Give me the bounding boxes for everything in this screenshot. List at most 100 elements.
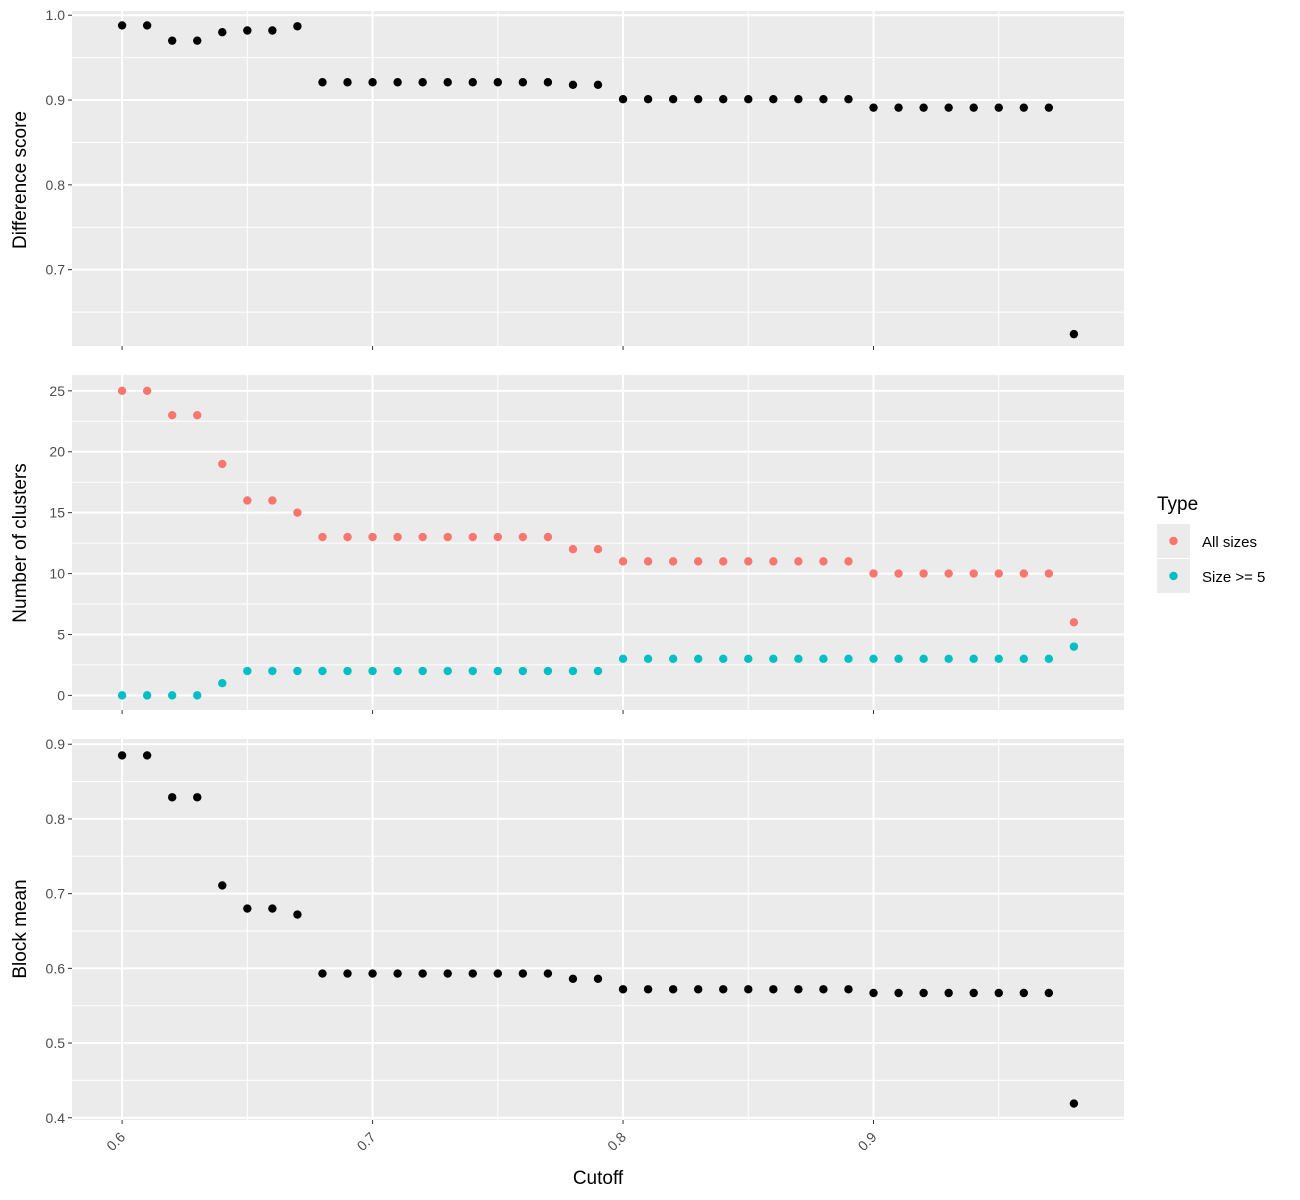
data-point bbox=[243, 666, 252, 676]
data-point bbox=[167, 411, 177, 420]
data-point bbox=[167, 36, 177, 45]
data-point bbox=[693, 95, 703, 104]
data-point bbox=[518, 78, 528, 87]
data-point bbox=[318, 78, 327, 87]
data-point bbox=[719, 95, 728, 104]
data-point bbox=[593, 545, 603, 554]
data-point bbox=[193, 36, 202, 45]
data-point bbox=[268, 496, 277, 505]
data-point bbox=[368, 532, 377, 542]
data-point bbox=[769, 654, 778, 664]
data-point bbox=[1019, 569, 1029, 578]
data-point bbox=[819, 557, 828, 566]
data-point bbox=[343, 969, 352, 978]
data-point bbox=[994, 569, 1003, 578]
data-point bbox=[869, 654, 878, 664]
data-point bbox=[343, 666, 352, 676]
data-point bbox=[393, 78, 402, 87]
data-point bbox=[794, 985, 803, 994]
data-point bbox=[243, 904, 252, 913]
data-point bbox=[293, 22, 302, 31]
data-point bbox=[318, 532, 327, 542]
data-point bbox=[1044, 654, 1054, 664]
legend-key-size-ge-5 bbox=[1169, 571, 1178, 581]
data-point bbox=[218, 679, 227, 688]
data-point bbox=[593, 974, 603, 984]
data-point bbox=[844, 654, 853, 664]
data-point bbox=[543, 969, 553, 978]
data-point bbox=[268, 904, 277, 913]
data-point bbox=[343, 78, 352, 87]
data-point bbox=[643, 654, 653, 664]
y-axis-title: Difference score bbox=[10, 111, 31, 249]
data-point bbox=[643, 557, 653, 566]
data-point bbox=[493, 969, 503, 978]
data-point bbox=[568, 80, 578, 89]
data-point bbox=[769, 95, 778, 104]
data-point bbox=[944, 988, 953, 998]
data-point bbox=[1069, 618, 1079, 627]
legend-label-size-ge-5: Size >= 5 bbox=[1202, 569, 1265, 586]
data-point bbox=[994, 103, 1003, 112]
data-point bbox=[318, 666, 327, 676]
data-point bbox=[418, 78, 427, 87]
x-tick-label: 0.9 bbox=[855, 1129, 880, 1154]
panel-background bbox=[72, 375, 1124, 710]
data-point bbox=[894, 103, 903, 112]
data-point bbox=[117, 751, 127, 760]
data-point bbox=[468, 969, 477, 978]
series-size-5 bbox=[117, 642, 1079, 700]
data-point bbox=[443, 532, 452, 542]
panel-2: 0 5 10 15 20 25 Number of clusters bbox=[10, 375, 1124, 714]
series-points-1 bbox=[117, 21, 1079, 339]
data-point bbox=[568, 545, 578, 554]
data-point bbox=[919, 103, 928, 112]
y-tick-label: 0 bbox=[57, 687, 65, 703]
data-point bbox=[994, 988, 1003, 998]
data-point bbox=[142, 21, 152, 30]
data-point bbox=[769, 557, 778, 566]
data-point bbox=[443, 969, 452, 978]
data-point bbox=[218, 459, 227, 469]
data-point bbox=[618, 654, 628, 664]
data-point bbox=[769, 985, 778, 994]
data-point bbox=[969, 103, 978, 112]
data-point bbox=[142, 751, 152, 760]
data-point bbox=[719, 654, 728, 664]
data-point bbox=[969, 569, 978, 578]
y-tick-label: 10 bbox=[49, 566, 65, 582]
data-point bbox=[744, 557, 753, 566]
data-point bbox=[568, 974, 578, 984]
data-point bbox=[318, 969, 327, 978]
data-point bbox=[919, 654, 928, 664]
legend-title: Type bbox=[1157, 494, 1198, 515]
data-point bbox=[869, 569, 878, 578]
data-point bbox=[293, 508, 302, 517]
data-point bbox=[819, 985, 828, 994]
y-axis-title: Block mean bbox=[10, 879, 31, 978]
data-point bbox=[1069, 1099, 1079, 1108]
series-all-sizes bbox=[117, 386, 1079, 627]
data-point bbox=[1044, 988, 1054, 998]
data-point bbox=[869, 103, 878, 112]
data-point bbox=[693, 654, 703, 664]
data-point bbox=[493, 78, 503, 87]
data-point bbox=[518, 532, 528, 542]
data-point bbox=[1019, 654, 1029, 664]
data-point bbox=[668, 654, 678, 664]
data-point bbox=[1019, 103, 1029, 112]
data-point bbox=[218, 28, 227, 37]
data-point bbox=[869, 988, 878, 998]
x-axis-title: Cutoff bbox=[573, 1168, 624, 1189]
data-point bbox=[994, 654, 1003, 664]
data-point bbox=[643, 95, 653, 104]
y-tick-label: 15 bbox=[49, 505, 65, 521]
data-point bbox=[894, 654, 903, 664]
panel-1: 0.7 0.8 0.9 1.0 Difference score bbox=[10, 7, 1124, 350]
data-point bbox=[418, 666, 427, 676]
data-point bbox=[693, 557, 703, 566]
data-point bbox=[894, 988, 903, 998]
data-point bbox=[618, 95, 628, 104]
data-point bbox=[393, 969, 402, 978]
